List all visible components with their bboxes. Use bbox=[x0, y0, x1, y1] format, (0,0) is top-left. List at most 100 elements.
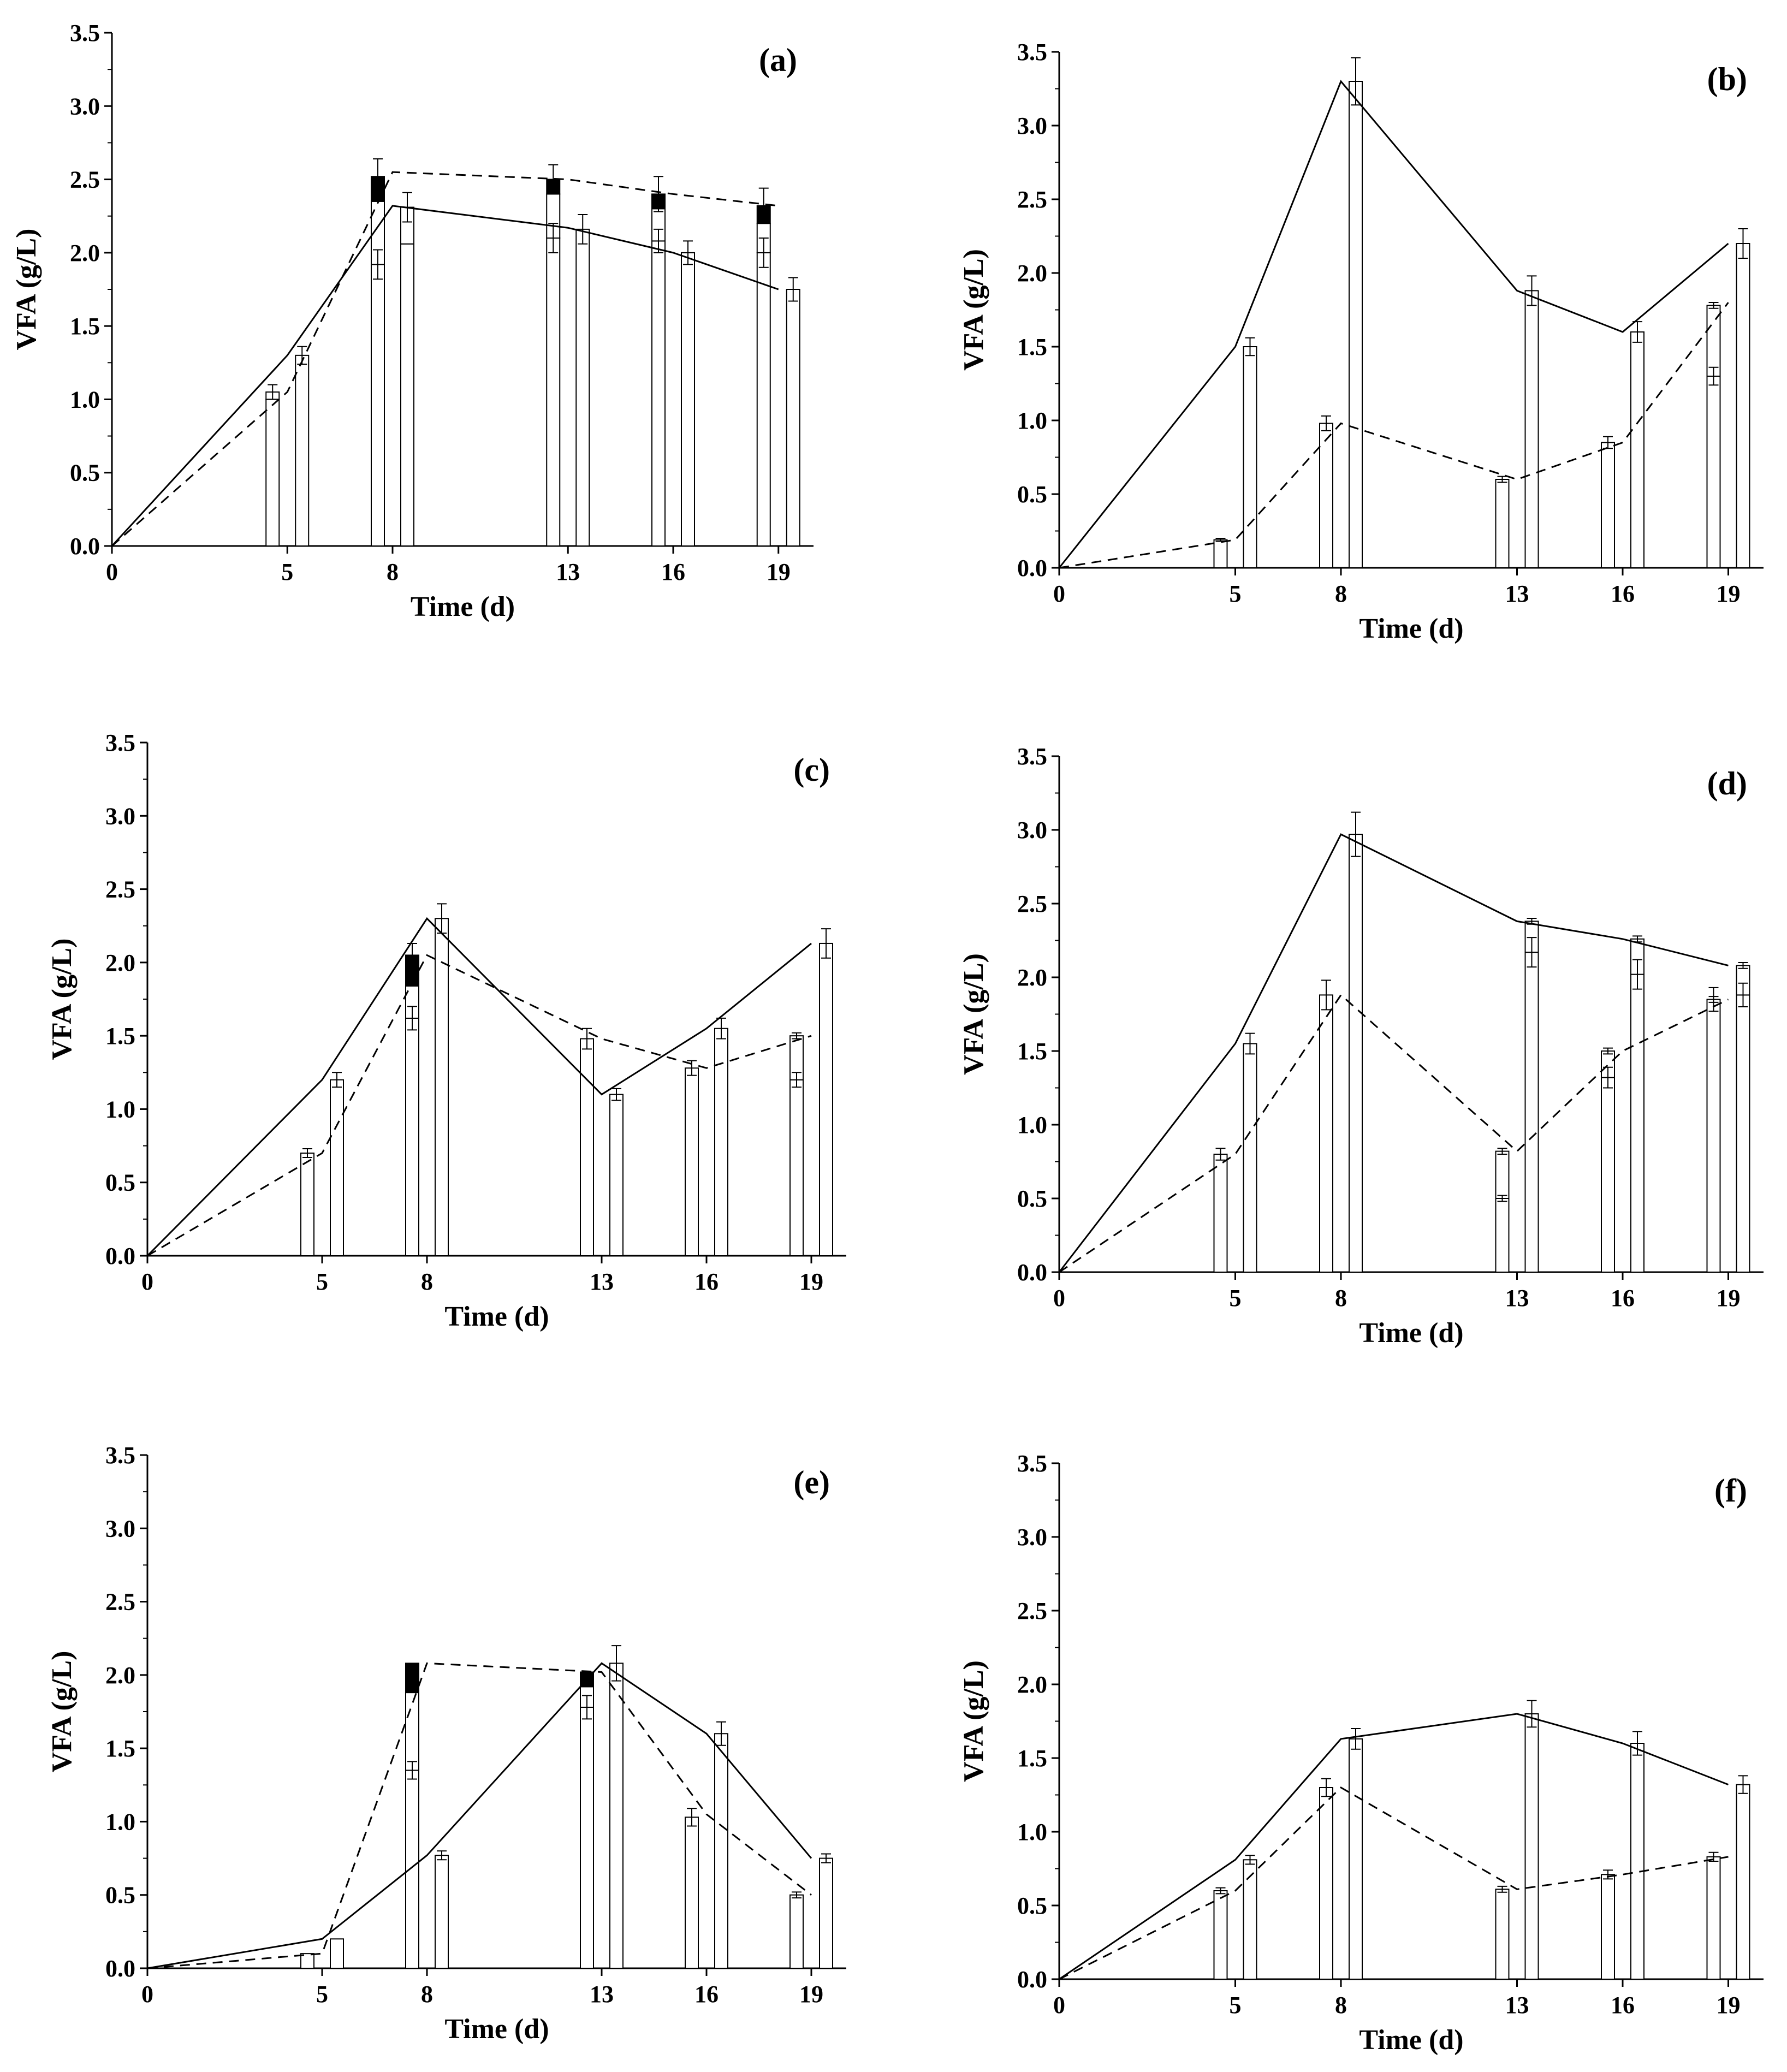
series-line-solid bbox=[111, 205, 779, 547]
bar-left-segment bbox=[1706, 376, 1721, 568]
y-tick-label: 3.0 bbox=[105, 803, 135, 829]
x-tick-label: 13 bbox=[1505, 1285, 1529, 1311]
series-line-solid bbox=[146, 917, 812, 1257]
series-line-solid bbox=[1058, 833, 1729, 1273]
x-tick-label: 16 bbox=[661, 559, 685, 585]
bar-left-segment bbox=[265, 399, 280, 547]
bar-left-segment bbox=[1213, 1890, 1228, 1980]
x-tick-label: 0 bbox=[1053, 1285, 1065, 1311]
y-tick-label: 1.5 bbox=[105, 1023, 135, 1049]
y-tick-label: 3.5 bbox=[105, 1442, 135, 1469]
x-tick-label: 13 bbox=[1505, 580, 1529, 607]
y-tick-label: 1.0 bbox=[1017, 407, 1047, 434]
y-tick-label: 2.0 bbox=[1017, 260, 1047, 287]
x-tick-label: 19 bbox=[799, 1981, 823, 2008]
panel-label: (d) bbox=[1707, 765, 1747, 802]
x-tick-label: 8 bbox=[1335, 1992, 1347, 2018]
y-tick-label: 3.0 bbox=[1017, 1524, 1047, 1551]
x-tick-label: 13 bbox=[590, 1981, 614, 2008]
y-tick-label: 3.0 bbox=[70, 93, 100, 120]
chart-panel-f: 0.0 0.5 1.0 1.5 2.0 2.5 3.0 3.5 0 5 8 13 16 19 Time (d… bbox=[958, 1450, 1764, 2056]
x-tick-label: 0 bbox=[141, 1268, 153, 1295]
y-tick-label: 2.0 bbox=[70, 240, 100, 266]
bar-left-segment bbox=[1319, 423, 1333, 569]
y-tick-label: 1.5 bbox=[70, 313, 100, 340]
bar-left-segment bbox=[405, 1770, 419, 1969]
bar-left-segment bbox=[1319, 1787, 1333, 1980]
bar-left-segment bbox=[1601, 442, 1615, 568]
y-tick-label: 0.5 bbox=[105, 1882, 135, 1909]
y-tick-label: 3.5 bbox=[105, 729, 135, 756]
bar-right-segment bbox=[1349, 834, 1363, 1273]
x-tick-label: 8 bbox=[1335, 580, 1347, 607]
x-tick-label: 0 bbox=[106, 559, 118, 585]
bar-right-segment bbox=[786, 289, 800, 547]
x-axis-title: Time (d) bbox=[1359, 613, 1463, 644]
bar-right-segment bbox=[1243, 1043, 1257, 1273]
bar-left-segment bbox=[789, 1079, 804, 1256]
x-axis-title: Time (d) bbox=[1359, 1317, 1463, 1349]
x-tick-label: 8 bbox=[1335, 1285, 1347, 1311]
series-line-dashed bbox=[147, 1662, 812, 1969]
bar-right-segment bbox=[681, 252, 695, 547]
bar-left-segment bbox=[405, 1663, 419, 1694]
x-tick-label: 5 bbox=[316, 1268, 328, 1295]
x-tick-label: 5 bbox=[1230, 580, 1242, 607]
x-tick-label: 13 bbox=[1505, 1992, 1529, 2018]
x-axis-title: Time (d) bbox=[1359, 2024, 1463, 2056]
bar-left-segment bbox=[1495, 1150, 1510, 1200]
x-axis-title: Time (d) bbox=[444, 2014, 549, 2045]
bar-right-segment bbox=[1243, 346, 1257, 568]
bar-left-segment bbox=[756, 252, 771, 547]
y-tick-label: 2.5 bbox=[1017, 1598, 1047, 1624]
x-tick-label: 16 bbox=[1611, 580, 1635, 607]
x-tick-label: 5 bbox=[1230, 1285, 1242, 1311]
y-tick-label: 3.5 bbox=[70, 20, 100, 46]
panel-label: (b) bbox=[1707, 61, 1747, 97]
bar-left-segment bbox=[651, 240, 666, 547]
y-axis-title: VFA (g/L) bbox=[958, 953, 989, 1075]
y-axis-title: VFA (g/L) bbox=[11, 229, 42, 351]
x-tick-label: 5 bbox=[1230, 1992, 1242, 2018]
y-tick-label: 3.5 bbox=[1017, 1450, 1047, 1477]
y-tick-label: 2.0 bbox=[1017, 1671, 1047, 1698]
x-tick-label: 19 bbox=[1717, 1992, 1741, 2018]
bar-right-segment bbox=[609, 1663, 624, 1969]
series-line-dashed bbox=[1059, 1786, 1729, 1980]
x-tick-label: 5 bbox=[281, 559, 293, 585]
y-tick-label: 1.0 bbox=[105, 1808, 135, 1835]
x-axis-title: Time (d) bbox=[411, 591, 515, 622]
bar-right-segment bbox=[1736, 243, 1750, 568]
y-tick-label: 2.0 bbox=[105, 949, 135, 976]
y-tick-label: 3.0 bbox=[1017, 112, 1047, 139]
y-tick-label: 0.0 bbox=[105, 1955, 135, 1982]
y-tick-label: 1.5 bbox=[1017, 1745, 1047, 1772]
bar-right-segment bbox=[1630, 1743, 1644, 1980]
panel-label: (f) bbox=[1714, 1473, 1747, 1509]
y-axis-title: VFA (g/L) bbox=[958, 1660, 989, 1782]
bar-right-segment bbox=[1736, 1784, 1750, 1980]
x-tick-label: 16 bbox=[1611, 1992, 1635, 2018]
y-tick-label: 1.5 bbox=[105, 1735, 135, 1762]
x-tick-label: 19 bbox=[767, 559, 791, 585]
bar-right-segment bbox=[819, 1857, 833, 1969]
bar-left-segment bbox=[685, 1816, 699, 1969]
chart-panel-a: 0.0 0.5 1.0 1.5 2.0 2.5 3.0 3.5 0 5 8 13 16 19 Time (d… bbox=[11, 20, 814, 622]
y-tick-label: 2.5 bbox=[1017, 186, 1047, 213]
y-tick-label: 0.5 bbox=[105, 1169, 135, 1196]
bar-left-segment bbox=[580, 1706, 594, 1969]
y-tick-label: 3.0 bbox=[105, 1515, 135, 1542]
bar-right-segment bbox=[1524, 1713, 1539, 1980]
y-tick-label: 2.5 bbox=[105, 876, 135, 903]
bar-left-segment bbox=[405, 1692, 419, 1771]
x-tick-label: 8 bbox=[421, 1981, 433, 2008]
bar-right-segment bbox=[1349, 1738, 1363, 1980]
x-axis-title: Time (d) bbox=[444, 1301, 549, 1332]
bar-left-segment bbox=[685, 1067, 699, 1256]
y-tick-label: 0.0 bbox=[1017, 555, 1047, 581]
bar-right-segment bbox=[1630, 331, 1644, 568]
y-tick-label: 2.0 bbox=[1017, 964, 1047, 991]
y-tick-label: 0.5 bbox=[1017, 1892, 1047, 1919]
panel-label: (e) bbox=[793, 1464, 830, 1500]
bar-left-segment bbox=[1213, 539, 1228, 569]
